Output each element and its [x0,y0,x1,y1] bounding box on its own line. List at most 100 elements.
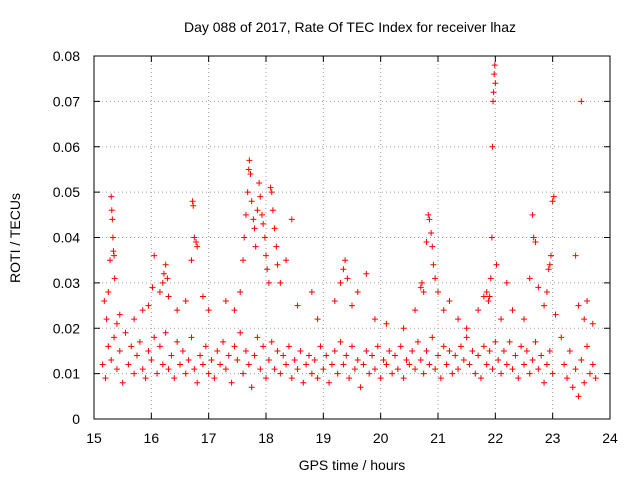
data-point [386,347,393,354]
x-tick-label: 19 [316,430,332,446]
data-point [234,357,241,364]
data-point [241,234,248,241]
data-point [240,257,247,264]
axis-ticks [93,55,611,420]
data-points [99,62,599,400]
data-point [526,370,533,377]
data-point [491,62,498,69]
data-point [265,357,272,364]
data-point [371,366,378,373]
data-point [383,361,390,368]
data-point [469,347,476,354]
data-point [498,370,505,377]
data-point [256,180,263,187]
data-point [237,329,244,336]
data-point [101,298,108,305]
data-point [113,320,120,327]
data-point [377,375,384,382]
data-point [326,379,333,386]
data-point [191,366,198,373]
x-tick-label: 15 [86,430,102,446]
x-tick-label: 24 [602,430,618,446]
data-point [500,347,507,354]
x-tick-label: 20 [373,430,389,446]
data-point [457,343,464,350]
data-point [546,347,553,354]
data-point [182,370,189,377]
data-point [199,293,206,300]
data-point [165,293,172,300]
data-point [151,334,158,341]
y-tick-label: 0.01 [53,366,80,382]
data-point [518,343,525,350]
data-point [263,375,269,382]
data-point [131,370,138,377]
data-point [549,198,556,205]
y-tick-label: 0.04 [53,230,80,246]
data-point [446,298,453,305]
data-point [248,384,255,391]
data-point [552,311,559,318]
data-point [160,270,167,277]
data-point [258,211,265,218]
data-point [242,211,249,218]
data-point [371,316,378,323]
data-point [162,261,169,268]
data-point [547,252,554,259]
data-point [363,347,370,354]
data-point [231,343,238,350]
data-point [317,343,324,350]
data-point [308,370,315,377]
data-point [164,275,171,282]
data-point [475,352,482,359]
data-point [440,343,447,350]
data-point [406,361,413,368]
data-point [546,261,553,268]
data-point [412,366,419,373]
data-point [397,343,404,350]
data-point [541,379,548,386]
data-point [486,293,493,300]
data-point [268,338,275,345]
data-point [337,338,344,345]
data-point [389,370,396,377]
data-point [291,357,298,364]
data-point [589,320,596,327]
data-point [145,347,152,354]
data-point [485,298,492,305]
data-point [162,329,169,336]
data-point [251,352,258,359]
data-point [128,343,135,350]
data-point [486,347,493,354]
data-point [589,361,596,368]
data-point [344,275,351,282]
data-point [174,338,181,345]
data-point [532,338,539,345]
data-point [529,211,536,218]
data-point [435,352,441,359]
data-point [168,352,175,359]
data-point [383,320,390,327]
data-point [417,357,424,364]
data-point [392,352,398,359]
data-point [466,361,473,368]
data-point [331,298,338,305]
data-point [250,216,257,223]
data-point [214,347,221,354]
data-point [194,379,201,386]
data-point [521,316,527,323]
data-point [174,307,181,314]
data-point [220,338,226,345]
y-tick-label: 0.03 [53,275,80,291]
data-point [208,357,215,364]
data-point [460,357,467,364]
data-point [418,279,425,286]
grid-lines [94,56,610,419]
data-point [300,379,307,386]
data-point [277,370,284,377]
data-point [116,311,123,318]
data-point [202,343,209,350]
data-point [189,198,196,205]
data-point [277,279,284,286]
data-point [561,361,568,368]
